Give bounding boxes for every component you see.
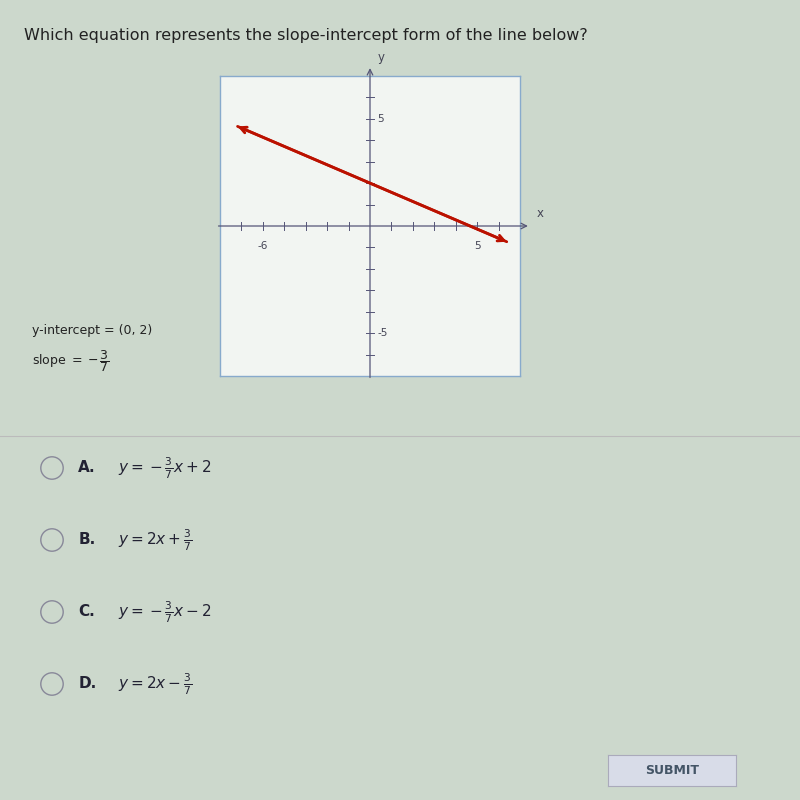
Text: Which equation represents the slope-intercept form of the line below?: Which equation represents the slope-inte… <box>24 28 588 43</box>
Text: $y = 2x + \frac{3}{7}$: $y = 2x + \frac{3}{7}$ <box>118 527 193 553</box>
Text: y-intercept = (0, 2): y-intercept = (0, 2) <box>32 324 152 337</box>
Text: -6: -6 <box>258 241 268 251</box>
Text: C.: C. <box>78 605 95 619</box>
Text: $y = -\frac{3}{7}x + 2$: $y = -\frac{3}{7}x + 2$ <box>118 455 212 481</box>
Text: x: x <box>537 206 544 219</box>
Text: slope $= -\dfrac{3}{7}$: slope $= -\dfrac{3}{7}$ <box>32 348 110 374</box>
Text: 5: 5 <box>378 114 384 124</box>
Text: SUBMIT: SUBMIT <box>645 764 699 777</box>
Text: y: y <box>378 51 385 64</box>
Text: -5: -5 <box>378 328 388 338</box>
Text: $y = -\frac{3}{7}x - 2$: $y = -\frac{3}{7}x - 2$ <box>118 599 212 625</box>
Text: A.: A. <box>78 461 96 475</box>
Text: D.: D. <box>78 677 97 691</box>
Text: B.: B. <box>78 533 96 547</box>
Text: 5: 5 <box>474 241 481 251</box>
Text: $y = 2x - \frac{3}{7}$: $y = 2x - \frac{3}{7}$ <box>118 671 193 697</box>
